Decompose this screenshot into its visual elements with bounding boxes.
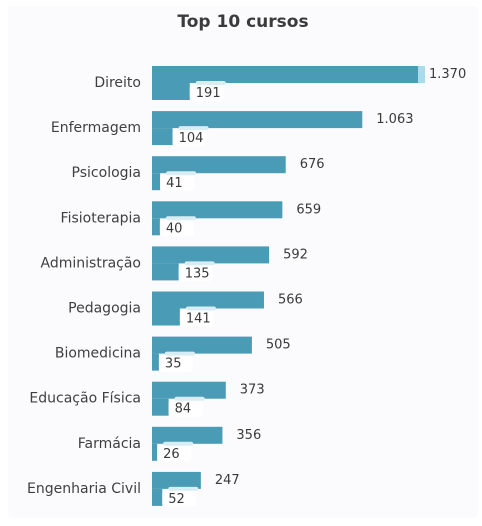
value-label-box bbox=[168, 399, 203, 417]
value-label-primary: 373 bbox=[240, 383, 265, 398]
value-label-accent bbox=[195, 81, 226, 85]
bar-primary bbox=[152, 111, 363, 129]
category-label: Pedagogia bbox=[68, 301, 141, 317]
category-label: Educação Física bbox=[29, 391, 141, 407]
value-label-secondary: 104 bbox=[179, 131, 204, 146]
value-label-secondary: 35 bbox=[165, 357, 182, 372]
category-label: Farmácia bbox=[78, 436, 141, 452]
category-label: Fisioterapia bbox=[61, 210, 141, 226]
bar-secondary bbox=[152, 263, 179, 281]
value-label-secondary: 41 bbox=[166, 176, 183, 191]
value-label-primary: 505 bbox=[266, 338, 291, 353]
value-label-box bbox=[178, 264, 213, 282]
bar-primary bbox=[152, 246, 270, 264]
value-label-accent bbox=[185, 306, 216, 311]
value-label-box bbox=[159, 219, 194, 237]
bar-secondary bbox=[152, 488, 163, 506]
value-label-secondary: 84 bbox=[175, 402, 192, 417]
bar-secondary bbox=[152, 443, 158, 461]
value-label-secondary: 141 bbox=[186, 312, 211, 327]
category-label: Engenharia Civil bbox=[27, 481, 141, 497]
bar-secondary bbox=[152, 218, 160, 236]
bar-secondary bbox=[152, 83, 190, 100]
value-label-primary: 1.370 bbox=[429, 67, 466, 82]
category-label: Biomedicina bbox=[55, 346, 141, 362]
category-label: Direito bbox=[94, 75, 141, 91]
value-label-box bbox=[158, 354, 193, 372]
value-label-primary: 566 bbox=[278, 293, 303, 308]
value-label-box bbox=[162, 489, 197, 507]
value-label-accent bbox=[178, 126, 209, 131]
bar-secondary bbox=[152, 173, 161, 191]
bar-secondary bbox=[152, 128, 173, 146]
value-label-secondary: 40 bbox=[166, 221, 183, 236]
bar-primary bbox=[152, 291, 264, 309]
value-label-box bbox=[179, 309, 214, 327]
category-label: Administração bbox=[41, 255, 141, 271]
value-label-primary: 676 bbox=[300, 157, 325, 172]
value-label-box bbox=[157, 444, 192, 462]
value-label-accent bbox=[166, 171, 197, 176]
bar-primary bbox=[152, 156, 286, 174]
value-label-primary: 247 bbox=[215, 473, 240, 488]
value-label-accent bbox=[163, 441, 194, 446]
bar-highlight bbox=[418, 66, 425, 83]
value-label-accent bbox=[164, 351, 195, 356]
value-label-accent bbox=[184, 261, 215, 266]
bar-secondary bbox=[152, 308, 180, 326]
value-label-secondary: 191 bbox=[196, 86, 221, 101]
value-label-box bbox=[172, 129, 207, 147]
chart-title: Top 10 cursos bbox=[177, 12, 309, 32]
value-label-primary: 1.063 bbox=[376, 112, 413, 127]
value-label-accent bbox=[174, 396, 205, 401]
category-label: Enfermagem bbox=[51, 120, 141, 136]
bar-primary bbox=[152, 426, 223, 444]
value-label-box bbox=[189, 84, 224, 101]
bar-primary bbox=[152, 471, 201, 489]
bar-primary bbox=[152, 66, 423, 83]
value-label-accent bbox=[168, 486, 199, 491]
bar-primary bbox=[152, 336, 252, 354]
value-label-primary: 356 bbox=[236, 428, 261, 443]
category-label: Psicologia bbox=[72, 165, 141, 181]
bar-secondary bbox=[152, 398, 169, 416]
value-label-primary: 659 bbox=[296, 202, 321, 217]
bar-primary bbox=[152, 381, 226, 399]
value-label-box bbox=[160, 174, 195, 192]
bar-primary bbox=[152, 201, 283, 219]
bar-secondary bbox=[152, 353, 159, 371]
value-label-secondary: 52 bbox=[168, 492, 185, 507]
value-label-primary: 592 bbox=[283, 247, 308, 262]
value-label-secondary: 135 bbox=[185, 266, 210, 281]
value-label-accent bbox=[165, 216, 196, 221]
value-label-secondary: 26 bbox=[163, 447, 180, 462]
